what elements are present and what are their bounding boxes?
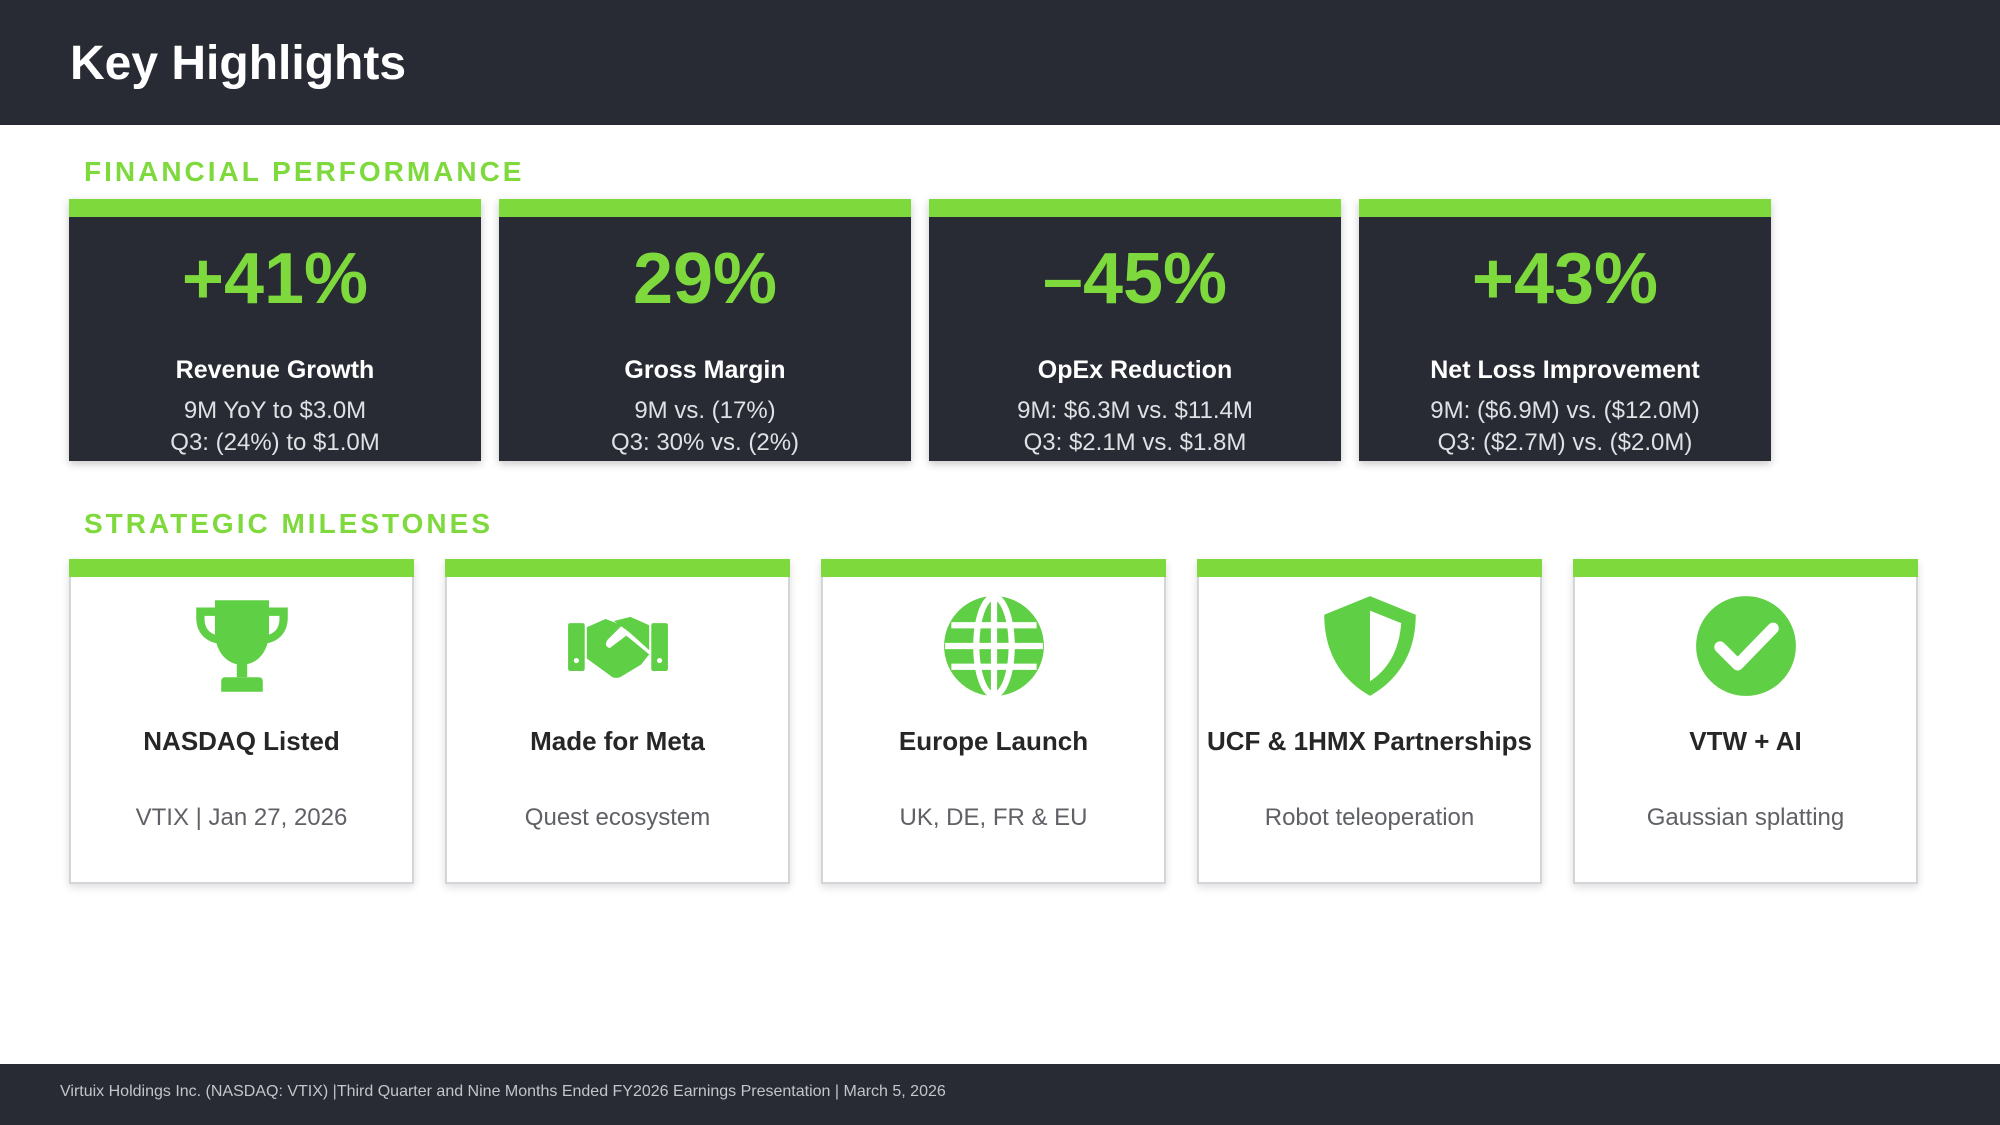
stat-detail-line2: Q3: $2.1M vs. $1.8M [1023,429,1247,456]
stat-value: 29% [632,239,778,319]
milestone-detail: UK, DE, FR & EU [899,804,1088,831]
milestone-card-meta: Made for Meta Quest ecosystem [445,559,790,884]
checkmark-circle-icon [1694,594,1798,698]
stat-detail-line1: 9M vs. (17%) [634,397,776,424]
stat-value: +41% [181,239,369,319]
financial-card-opex: –45% OpEx Reduction 9M: $6.3M vs. $11.4M… [929,199,1341,461]
milestone-detail: Gaussian splatting [1646,804,1845,831]
card-accent-bar [69,559,414,577]
milestone-detail: Robot teleoperation [1264,804,1475,831]
milestones-section-title: STRATEGIC MILESTONES [84,508,493,539]
page-title: Key Highlights [70,37,407,90]
card-accent-bar [1359,199,1771,217]
stat-detail-line1: 9M YoY to $3.0M [183,397,367,424]
stat-value: +43% [1471,239,1659,319]
stat-detail-line2: Q3: (24%) to $1.0M [170,429,380,456]
financial-card-net-loss: +43% Net Loss Improvement 9M: ($6.9M) vs… [1359,199,1771,461]
milestone-label: Europe Launch [898,726,1089,756]
milestone-card-partnerships: UCF & 1HMX Partnerships Robot teleoperat… [1197,559,1542,884]
financial-section-title: FINANCIAL PERFORMANCE [84,156,525,187]
stat-label: Revenue Growth [175,356,375,384]
card-accent-bar [1573,559,1918,577]
stat-detail-line2: Q3: 30% vs. (2%) [610,429,800,456]
handshake-icon [566,594,670,698]
stat-value: –45% [1042,239,1228,319]
card-accent-bar [929,199,1341,217]
globe-icon [942,594,1046,698]
stat-label: OpEx Reduction [1037,356,1233,384]
card-accent-bar [1197,559,1542,577]
milestone-label: UCF & 1HMX Partnerships [1206,726,1533,756]
header-bar: Key Highlights [0,0,2000,125]
card-accent-bar [69,199,481,217]
financial-card-gross-margin: 29% Gross Margin 9M vs. (17%) Q3: 30% vs… [499,199,911,461]
stat-detail-line2: Q3: ($2.7M) vs. ($2.0M) [1437,429,1693,456]
card-accent-bar [821,559,1166,577]
milestone-detail: Quest ecosystem [524,804,711,831]
card-accent-bar [445,559,790,577]
shield-icon [1318,594,1422,698]
footer-text: Virtuix Holdings Inc. (NASDAQ: VTIX) |Th… [60,1083,946,1100]
milestone-card-nasdaq: NASDAQ Listed VTIX | Jan 27, 2026 [69,559,414,884]
stat-detail-line1: 9M: ($6.9M) vs. ($12.0M) [1430,397,1700,424]
milestone-card-europe: Europe Launch UK, DE, FR & EU [821,559,1166,884]
stat-detail-line1: 9M: $6.3M vs. $11.4M [1017,397,1253,424]
milestone-label: VTW + AI [1689,726,1802,756]
trophy-icon [190,594,294,698]
milestone-card-vtw-ai: VTW + AI Gaussian splatting [1573,559,1918,884]
milestone-detail: VTIX | Jan 27, 2026 [135,804,348,831]
stat-label: Net Loss Improvement [1430,356,1700,384]
milestone-label: NASDAQ Listed [143,726,340,756]
milestone-label: Made for Meta [530,726,705,756]
card-accent-bar [499,199,911,217]
stat-label: Gross Margin [624,356,786,384]
financial-card-revenue: +41% Revenue Growth 9M YoY to $3.0M Q3: … [69,199,481,461]
footer-bar: Virtuix Holdings Inc. (NASDAQ: VTIX) |Th… [0,1064,2000,1125]
